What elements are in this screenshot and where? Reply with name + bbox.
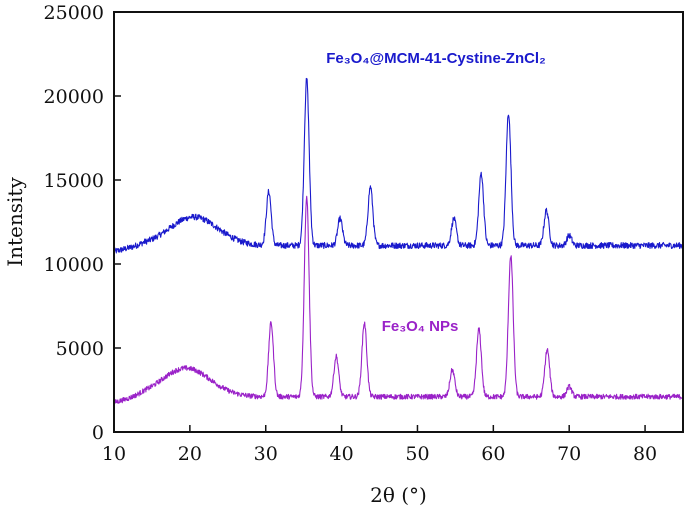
- y-tick-label: 25000: [44, 2, 104, 24]
- series-line-fe3o4: [113, 195, 684, 405]
- y-tick-label: 5000: [56, 338, 104, 360]
- x-tick-label: 10: [102, 443, 126, 465]
- plot-frame: [113, 11, 684, 433]
- y-tick-label: 20000: [44, 86, 104, 108]
- x-tick-label: 30: [254, 443, 278, 465]
- plot-area: [113, 77, 684, 405]
- x-axis: 10 20 30 40 50 60 70 80: [102, 425, 657, 465]
- x-axis-title: 2θ (°): [370, 483, 427, 507]
- series-label-composite: Fe₃O₄@MCM-41-Cystine-ZnCl₂: [326, 50, 546, 67]
- x-tick-label: 80: [633, 443, 657, 465]
- x-tick-label: 50: [405, 443, 429, 465]
- x-tick-label: 20: [178, 443, 202, 465]
- y-axis: 0 5000 10000 15000 20000 25000: [44, 2, 121, 444]
- y-tick-label: 0: [92, 422, 104, 444]
- series-line-composite: [113, 77, 684, 254]
- y-tick-label: 10000: [44, 254, 104, 276]
- x-tick-label: 60: [481, 443, 505, 465]
- series-label-fe3o4: Fe₃O₄ NPs: [382, 318, 459, 335]
- x-tick-label: 70: [557, 443, 581, 465]
- y-tick-label: 15000: [44, 170, 104, 192]
- y-axis-title: Intensity: [3, 177, 27, 267]
- x-tick-label: 40: [330, 443, 354, 465]
